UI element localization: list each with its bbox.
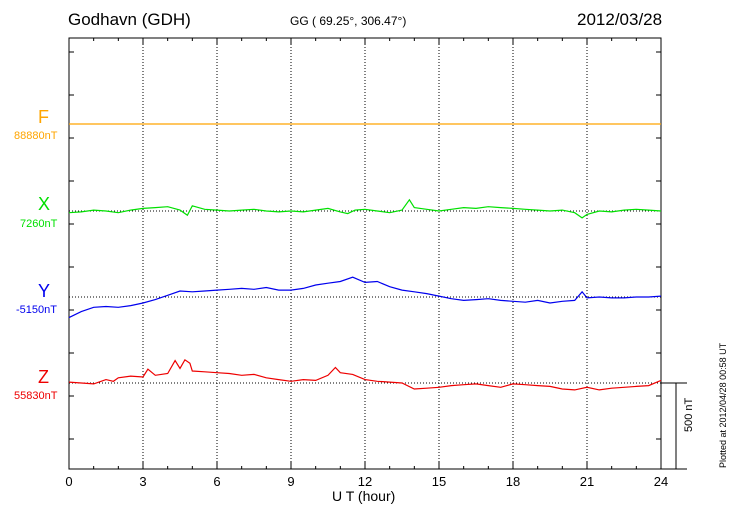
- station-title: Godhavn (GDH): [68, 10, 191, 29]
- x-tick-label-3: 3: [139, 474, 147, 489]
- component-letter-y: Y: [38, 281, 51, 301]
- component-letter-f: F: [38, 107, 49, 127]
- x-tick-label-24: 24: [653, 474, 669, 489]
- x-tick-label-9: 9: [287, 474, 295, 489]
- x-tick-label-15: 15: [431, 474, 447, 489]
- x-tick-label-12: 12: [357, 474, 373, 489]
- x-tick-label-0: 0: [65, 474, 73, 489]
- x-tick-label-21: 21: [579, 474, 595, 489]
- station-coordinates: GG ( 69.25°, 306.47°): [290, 14, 407, 28]
- plotted-timestamp: Plotted at 2012/04/28 00:58 UT: [718, 342, 728, 468]
- plot-date: 2012/03/28: [577, 10, 663, 29]
- component-baseline-y: -5150nT: [16, 304, 57, 316]
- component-letter-z: Z: [38, 367, 49, 387]
- component-baseline-f: 88880nT: [14, 130, 58, 142]
- series-line-x: [68, 198, 662, 219]
- x-tick-label-18: 18: [505, 474, 521, 489]
- component-baseline-z: 55830nT: [14, 390, 58, 402]
- series-line-y: [68, 276, 662, 319]
- x-tick-label-6: 6: [213, 474, 221, 489]
- x-axis-label: U T (hour): [332, 488, 396, 504]
- scale-bar-label: 500 nT: [683, 397, 695, 432]
- series-line-z: [68, 358, 662, 391]
- component-baseline-x: 7260nT: [20, 218, 58, 230]
- component-letter-x: X: [38, 194, 51, 214]
